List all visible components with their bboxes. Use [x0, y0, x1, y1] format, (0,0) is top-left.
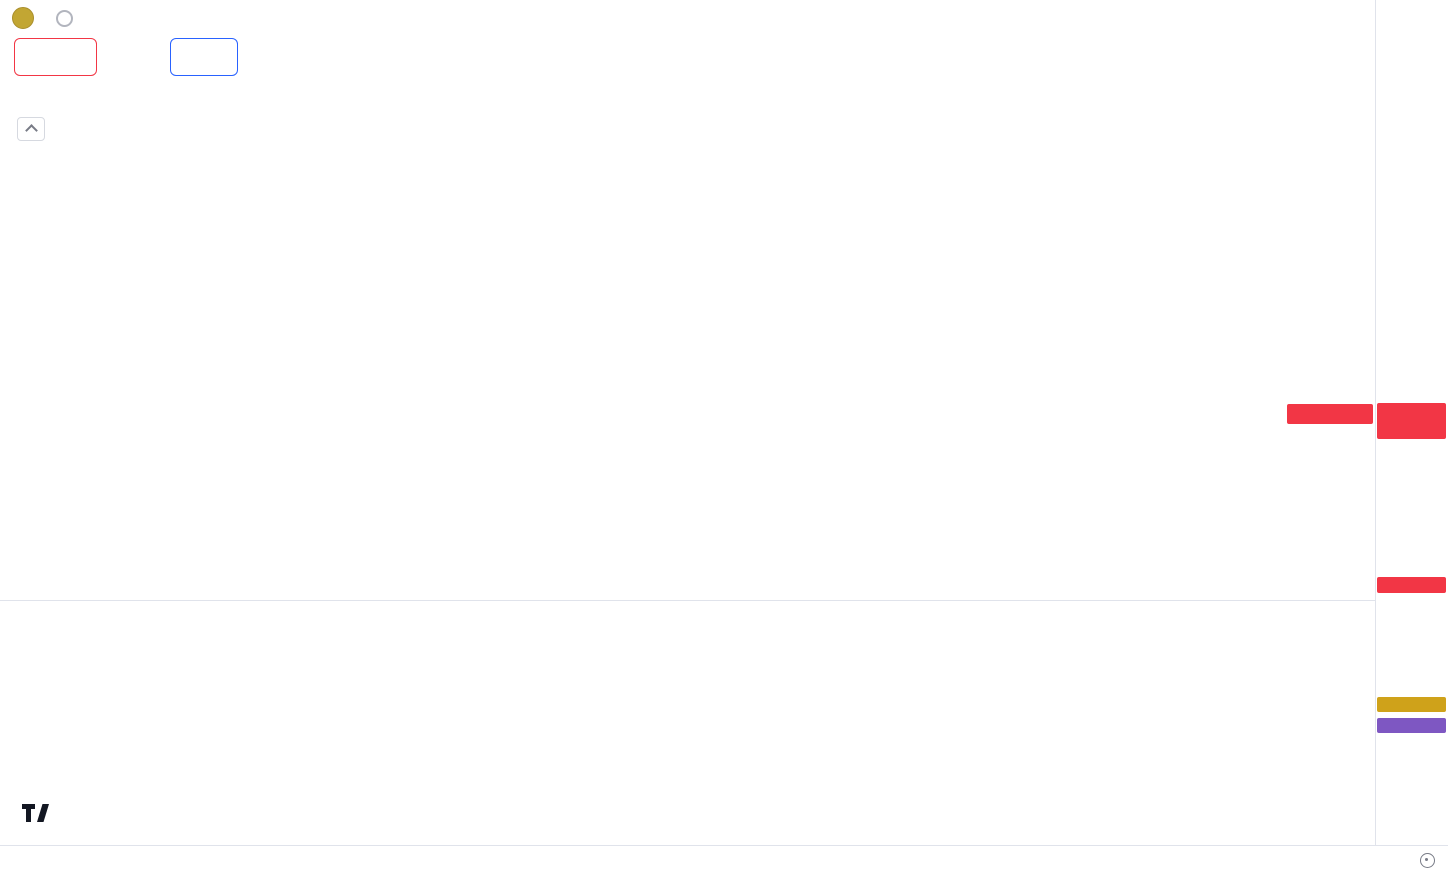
tradingview-logo-icon [22, 804, 49, 822]
volume-axis-badge [1377, 577, 1446, 593]
pane-separator[interactable] [0, 600, 1448, 601]
current-price-symbol-badge [1287, 404, 1373, 424]
chevron-up-icon [24, 124, 38, 137]
sell-button[interactable] [14, 38, 97, 76]
rsi-value-axis-badge [1377, 718, 1446, 733]
price-axis[interactable] [1375, 0, 1448, 845]
candle-countdown [1377, 421, 1446, 439]
chart-canvas[interactable] [0, 0, 1375, 845]
collapse-legend-button[interactable] [17, 117, 45, 141]
time-axis[interactable] [0, 845, 1448, 873]
rsi-ma-axis-badge [1377, 697, 1446, 712]
buy-button[interactable] [170, 38, 238, 76]
axis-settings-icon[interactable] [1420, 853, 1435, 868]
tradingview-logo-link[interactable] [22, 801, 66, 825]
current-price-axis-badge [1377, 403, 1446, 439]
current-price-value [1377, 403, 1446, 421]
dogecoin-logo-icon [12, 7, 34, 29]
market-status-icon [56, 9, 73, 27]
symbol-header [12, 6, 129, 30]
